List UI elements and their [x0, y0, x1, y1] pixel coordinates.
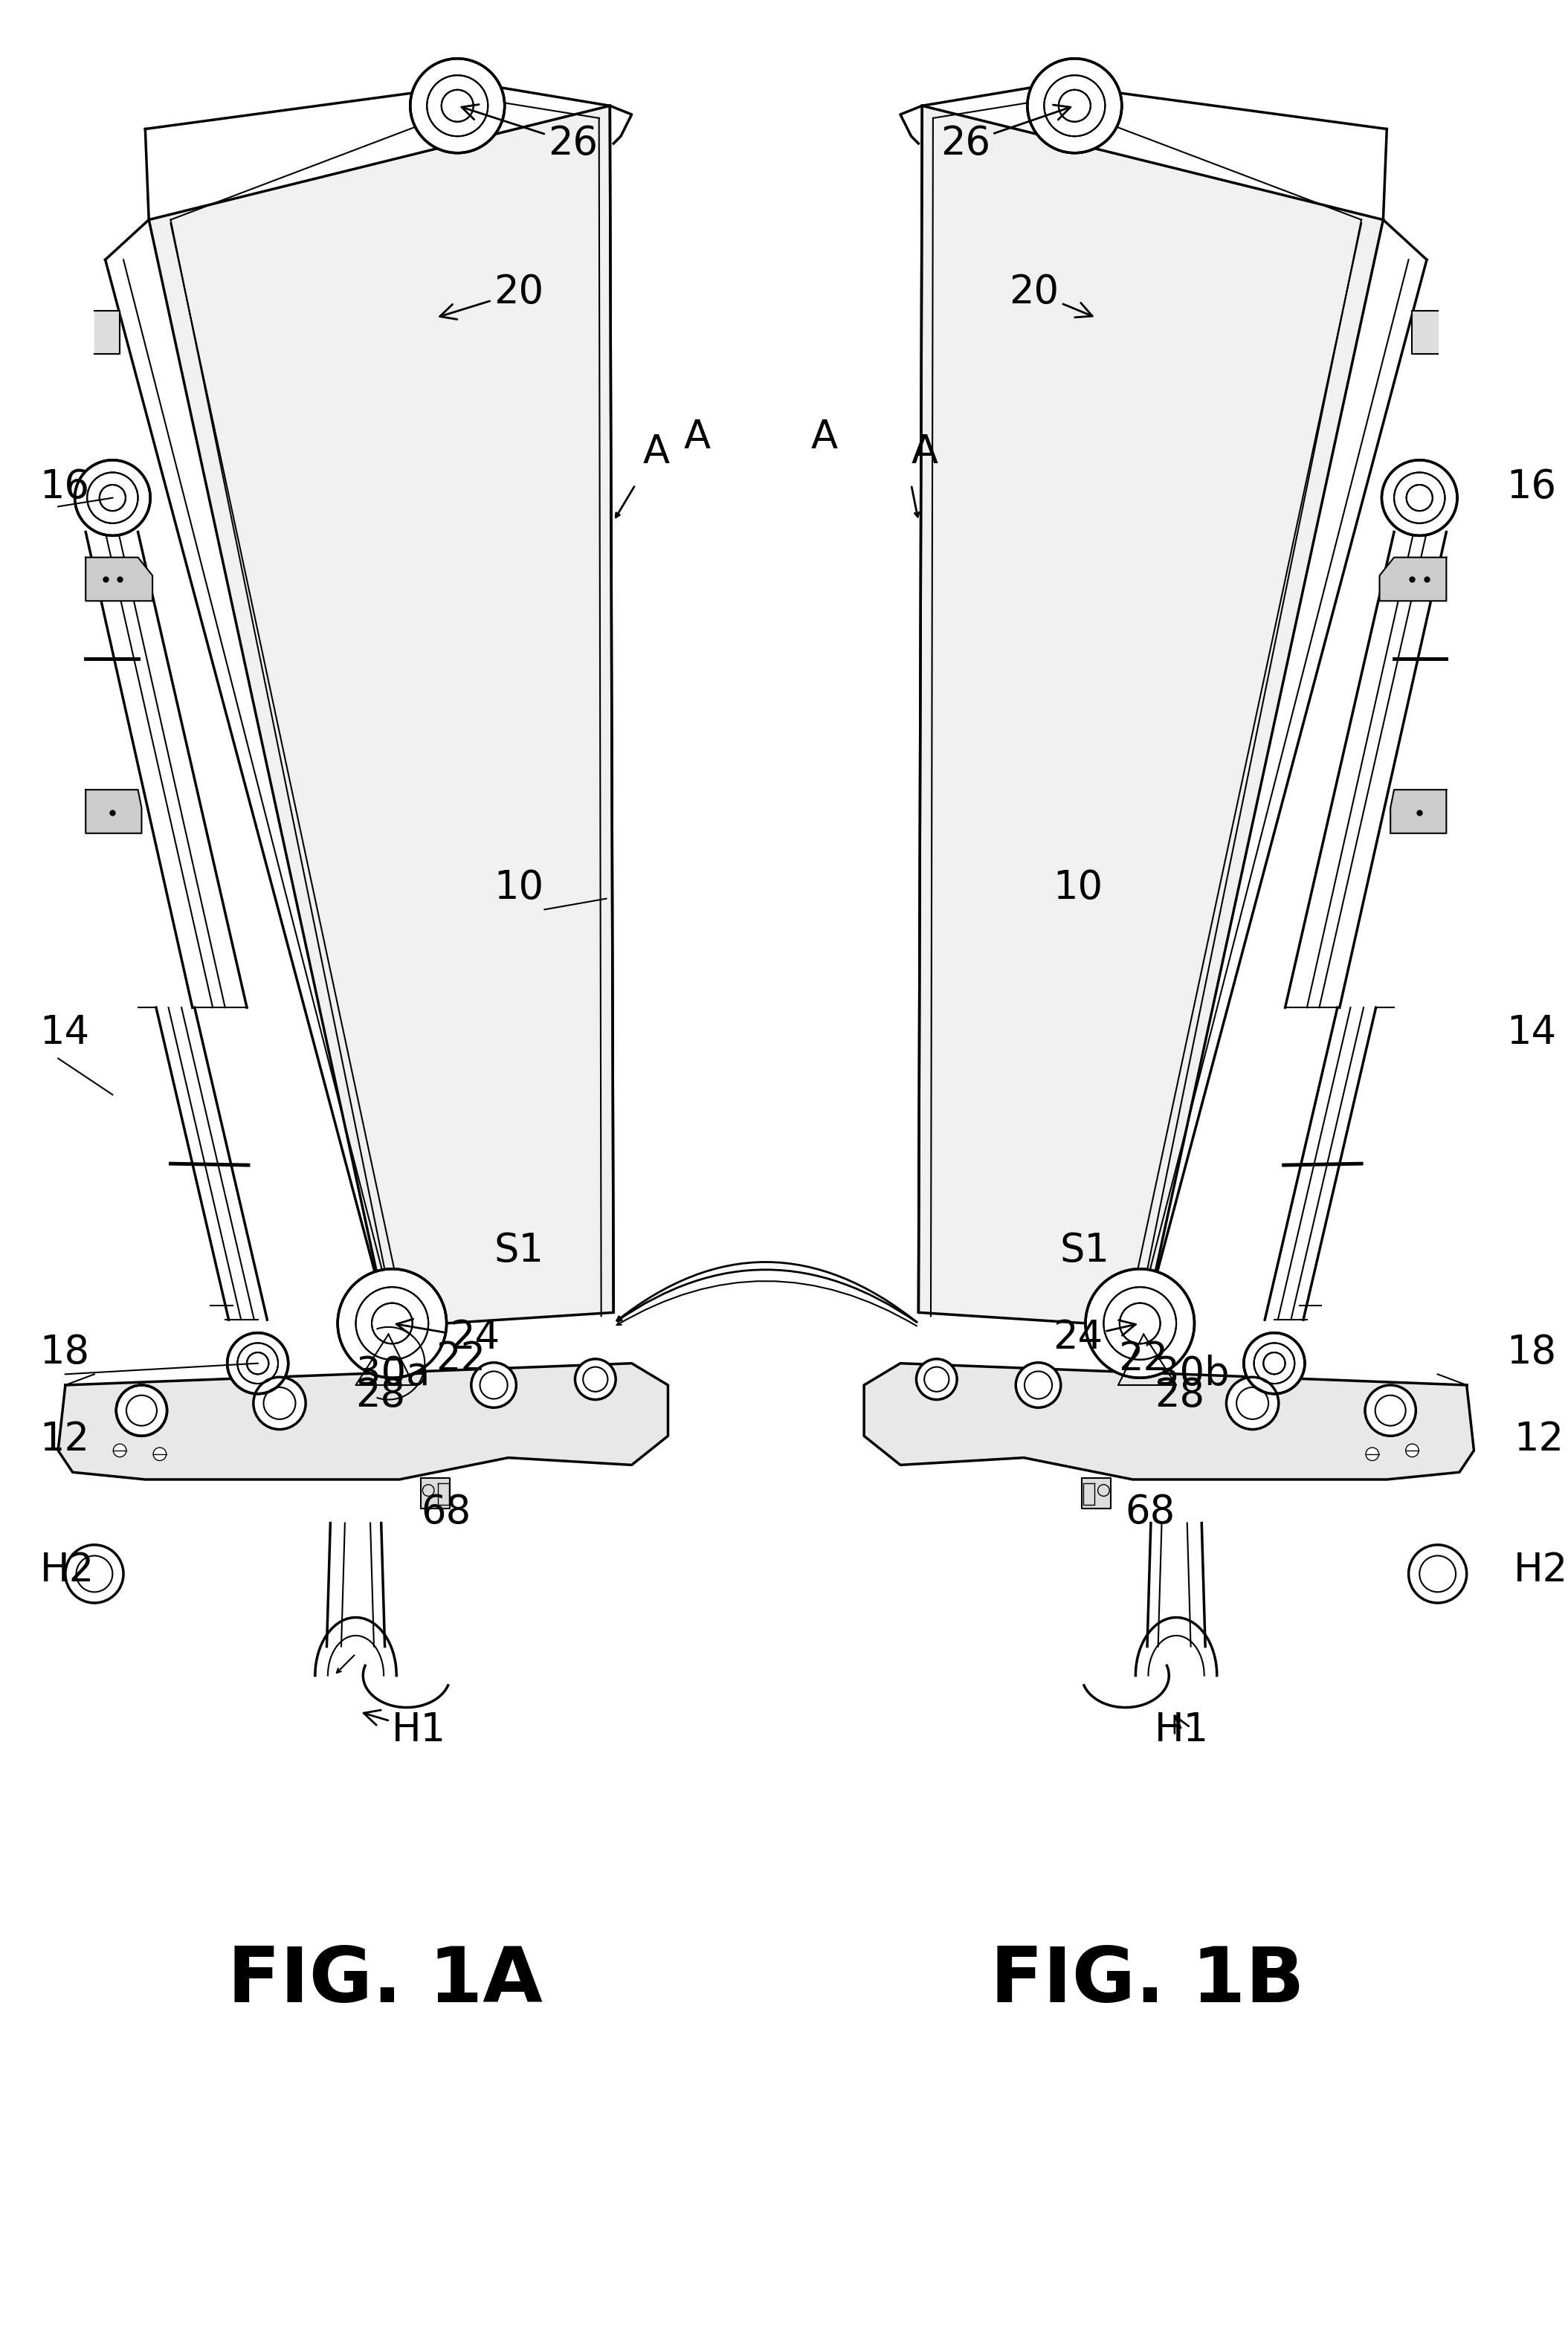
Text: A: A [811, 418, 837, 456]
Text: 18: 18 [39, 1334, 89, 1371]
Polygon shape [1082, 1479, 1110, 1509]
Ellipse shape [227, 1334, 289, 1395]
Text: A: A [684, 418, 710, 456]
Polygon shape [422, 1479, 450, 1509]
Ellipse shape [75, 460, 151, 535]
Ellipse shape [116, 1385, 168, 1437]
Text: S1: S1 [494, 1231, 544, 1271]
Polygon shape [919, 105, 1383, 1327]
Text: A: A [911, 432, 938, 472]
Text: 14: 14 [39, 1014, 89, 1051]
Ellipse shape [1016, 1362, 1062, 1409]
Text: 30a: 30a [356, 1355, 430, 1392]
Polygon shape [1413, 311, 1438, 355]
Text: 18: 18 [1507, 1334, 1557, 1371]
Ellipse shape [411, 58, 505, 152]
Text: 20: 20 [441, 273, 544, 320]
Text: 16: 16 [39, 467, 89, 507]
Text: H1: H1 [1154, 1710, 1209, 1750]
Ellipse shape [916, 1360, 956, 1399]
Polygon shape [1391, 790, 1446, 834]
Text: H2: H2 [39, 1551, 94, 1588]
Text: 28: 28 [1154, 1376, 1204, 1416]
Text: 14: 14 [1507, 1014, 1557, 1051]
Ellipse shape [1027, 58, 1121, 152]
Text: H1: H1 [364, 1710, 447, 1750]
Text: 22: 22 [1118, 1341, 1168, 1378]
Text: S1: S1 [1060, 1231, 1110, 1271]
Polygon shape [864, 1364, 1474, 1479]
Text: 12: 12 [1513, 1420, 1563, 1458]
Polygon shape [86, 558, 152, 600]
Polygon shape [149, 105, 613, 1327]
Ellipse shape [337, 1268, 447, 1378]
Polygon shape [94, 311, 119, 355]
Polygon shape [58, 1364, 668, 1479]
Text: A: A [643, 432, 670, 472]
Text: 10: 10 [494, 869, 544, 906]
Text: FIG. 1B: FIG. 1B [989, 1944, 1305, 2018]
Circle shape [1405, 1444, 1419, 1458]
Ellipse shape [1366, 1385, 1416, 1437]
Text: 24: 24 [1052, 1318, 1135, 1357]
Ellipse shape [1085, 1268, 1195, 1378]
Circle shape [154, 1448, 166, 1460]
Text: 16: 16 [1507, 467, 1557, 507]
Circle shape [113, 1444, 127, 1458]
Text: H2: H2 [1513, 1551, 1568, 1588]
Text: 26: 26 [461, 105, 597, 164]
Text: 20: 20 [1010, 273, 1093, 318]
Circle shape [1408, 1544, 1466, 1602]
Text: FIG. 1A: FIG. 1A [227, 1944, 543, 2018]
Text: 68: 68 [1126, 1493, 1176, 1530]
Text: 22: 22 [436, 1341, 486, 1378]
Text: 10: 10 [1052, 869, 1102, 906]
Text: 24: 24 [397, 1318, 500, 1357]
Ellipse shape [1381, 460, 1457, 535]
Ellipse shape [254, 1378, 306, 1430]
Ellipse shape [472, 1362, 516, 1409]
Circle shape [66, 1544, 124, 1602]
Circle shape [1366, 1448, 1378, 1460]
Ellipse shape [1243, 1334, 1305, 1395]
Polygon shape [1380, 558, 1446, 600]
Text: 30b: 30b [1154, 1355, 1229, 1392]
Text: 68: 68 [422, 1493, 470, 1530]
Text: 26: 26 [941, 105, 1071, 164]
Polygon shape [86, 790, 141, 834]
Ellipse shape [1226, 1378, 1278, 1430]
Text: 28: 28 [356, 1376, 406, 1416]
Ellipse shape [575, 1360, 616, 1399]
Text: 12: 12 [39, 1420, 89, 1458]
